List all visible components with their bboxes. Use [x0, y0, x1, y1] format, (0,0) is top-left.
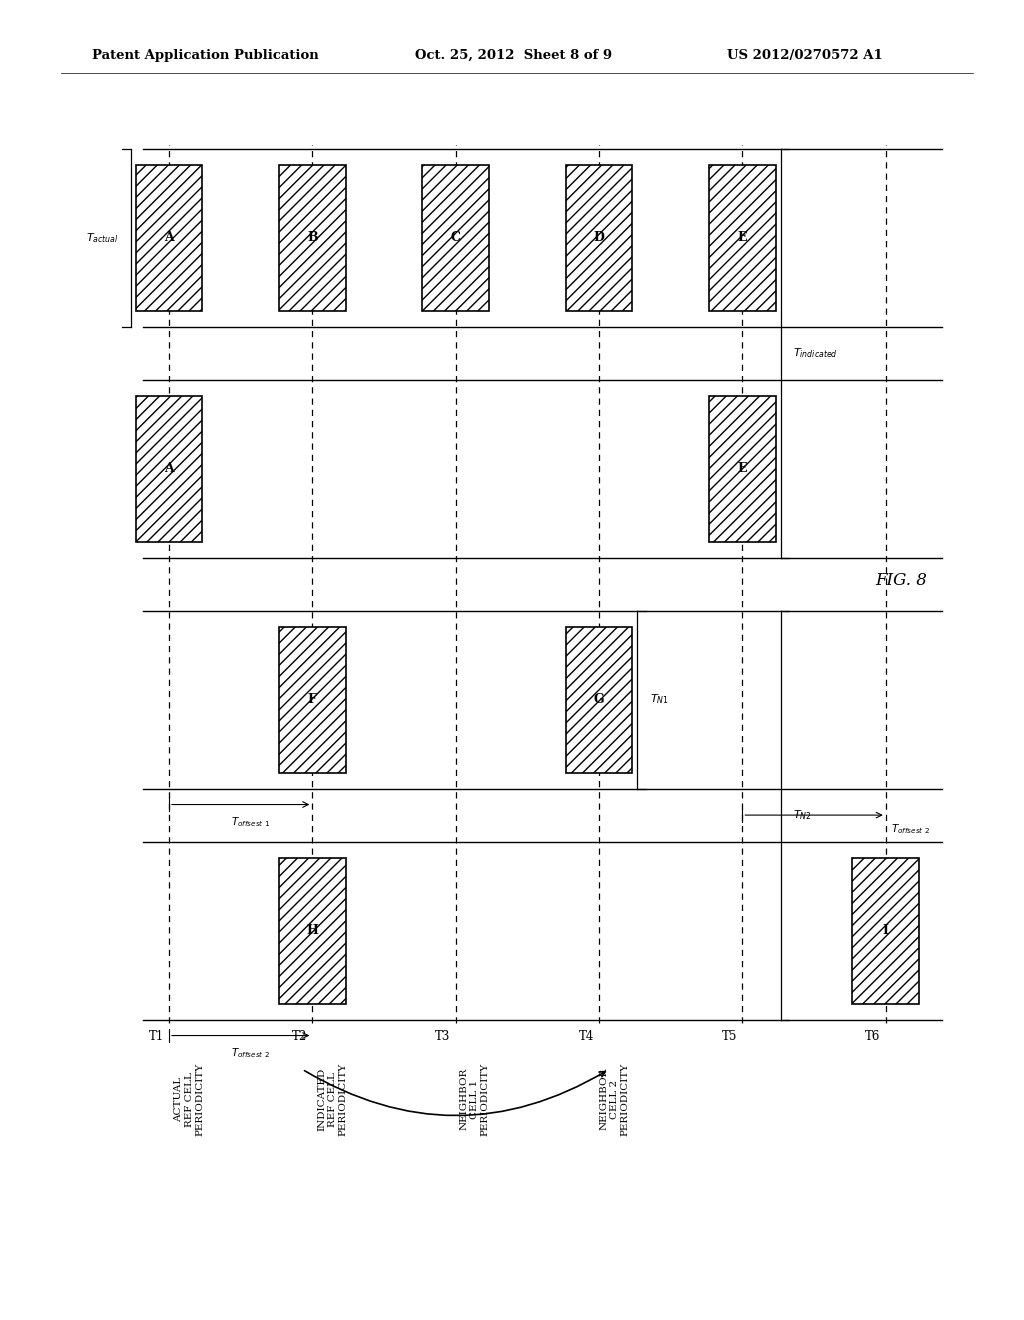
- Text: ACTUAL
REF CELL
PERIODICITY: ACTUAL REF CELL PERIODICITY: [174, 1063, 205, 1135]
- Text: T6: T6: [865, 1030, 881, 1043]
- Text: $T_{N1}$: $T_{N1}$: [649, 693, 669, 706]
- Text: $T_{N2}$: $T_{N2}$: [793, 808, 812, 822]
- Text: $T_{actual}$: $T_{actual}$: [86, 231, 119, 244]
- FancyBboxPatch shape: [135, 396, 203, 541]
- Text: F: F: [308, 693, 316, 706]
- Text: B: B: [307, 231, 317, 244]
- Text: T4: T4: [579, 1030, 594, 1043]
- FancyBboxPatch shape: [565, 165, 632, 310]
- Text: C: C: [451, 231, 461, 244]
- Text: A: A: [164, 231, 174, 244]
- FancyBboxPatch shape: [709, 165, 776, 310]
- FancyBboxPatch shape: [279, 627, 345, 772]
- Text: T2: T2: [292, 1030, 307, 1043]
- Text: Patent Application Publication: Patent Application Publication: [92, 49, 318, 62]
- FancyBboxPatch shape: [565, 627, 632, 772]
- Text: G: G: [594, 693, 604, 706]
- Text: $T_{offsest\ 2}$: $T_{offsest\ 2}$: [891, 821, 930, 836]
- FancyBboxPatch shape: [279, 858, 345, 1003]
- Text: $T_{offsest\ 2}$: $T_{offsest\ 2}$: [231, 1045, 270, 1060]
- Text: T1: T1: [148, 1030, 164, 1043]
- Text: $T_{indicated}$: $T_{indicated}$: [793, 346, 838, 360]
- Text: A: A: [164, 462, 174, 475]
- Text: E: E: [737, 231, 748, 244]
- Text: $T_{offsest\ 1}$: $T_{offsest\ 1}$: [231, 816, 270, 829]
- Text: INDICATED
REF CELL
PERIODICITY: INDICATED REF CELL PERIODICITY: [317, 1063, 348, 1135]
- Text: D: D: [594, 231, 604, 244]
- FancyBboxPatch shape: [135, 165, 203, 310]
- Text: NEIGHBOR
CELL 2
PERIODICITY: NEIGHBOR CELL 2 PERIODICITY: [599, 1063, 630, 1135]
- Text: US 2012/0270572 A1: US 2012/0270572 A1: [727, 49, 883, 62]
- Text: E: E: [737, 462, 748, 475]
- Text: FIG. 8: FIG. 8: [876, 573, 927, 589]
- Text: I: I: [883, 924, 889, 937]
- FancyBboxPatch shape: [852, 858, 920, 1003]
- Text: Oct. 25, 2012  Sheet 8 of 9: Oct. 25, 2012 Sheet 8 of 9: [415, 49, 612, 62]
- FancyBboxPatch shape: [422, 165, 489, 310]
- Text: T3: T3: [435, 1030, 451, 1043]
- FancyBboxPatch shape: [709, 396, 776, 541]
- FancyBboxPatch shape: [279, 165, 345, 310]
- Text: T5: T5: [722, 1030, 737, 1043]
- Text: H: H: [306, 924, 318, 937]
- Text: NEIGHBOR
CELL 1
PERIODICITY: NEIGHBOR CELL 1 PERIODICITY: [459, 1063, 489, 1135]
